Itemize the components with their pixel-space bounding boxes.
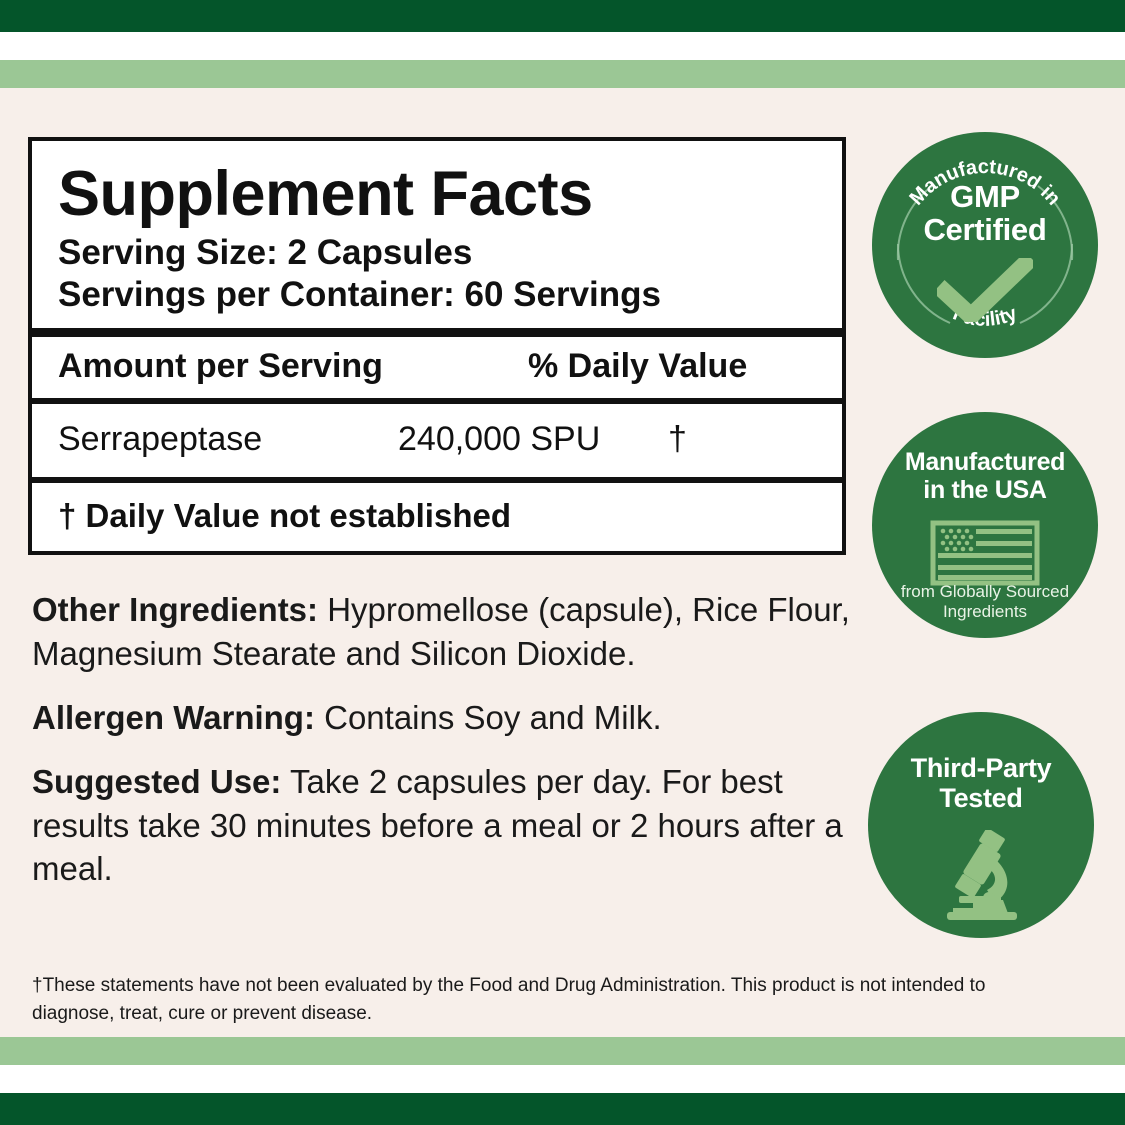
allergen-warning-label: Allergen Warning:	[32, 698, 315, 736]
gmp-center-text: GMP Certified	[872, 180, 1098, 247]
supplement-facts-title: Supplement Facts	[58, 159, 593, 229]
ingredient-daily-value: †	[668, 420, 687, 458]
usa-subtitle-text: from Globally Sourced Ingredients	[872, 582, 1098, 623]
other-ingredients-text: Hypromellose (capsule), Rice Flour, Magn…	[32, 591, 850, 672]
usa-line-2: in the USA	[923, 476, 1047, 504]
badge-manufactured-usa: Manufactured in the USA	[872, 412, 1098, 638]
suggested-use-label: Suggested Use:	[32, 762, 282, 800]
third-party-line-1: Third-Party	[910, 753, 1052, 783]
usa-flag-icon	[872, 520, 1098, 591]
usa-sub-line-2: Ingredients	[942, 602, 1028, 622]
serving-size-text: Serving Size: 2 Capsules	[58, 233, 473, 272]
bottom-light-green-band	[0, 1037, 1125, 1065]
suggested-use-paragraph: Suggested Use: Take 2 capsules per day. …	[32, 760, 852, 892]
ingredient-amount: 240,000 SPU	[398, 420, 601, 458]
supplement-facts-panel: Supplement Facts Serving Size: 2 Capsule…	[28, 137, 846, 555]
divider-medium-1	[32, 398, 842, 404]
top-dark-green-band	[0, 0, 1125, 32]
usa-sub-line-1: from Globally Sourced	[900, 582, 1070, 601]
allergen-warning-text: Contains Soy and Milk.	[314, 698, 662, 736]
allergen-warning-paragraph: Allergen Warning: Contains Soy and Milk.	[32, 696, 852, 740]
daily-value-footnote: † Daily Value not established	[32, 483, 842, 551]
other-ingredients-label: Other Ingredients:	[32, 591, 319, 628]
bottom-dark-green-band	[0, 1093, 1125, 1125]
fda-disclaimer-text: †These statements have not been evaluate…	[32, 975, 986, 1024]
divider-thick	[32, 328, 842, 337]
ingredient-name: Serrapeptase	[58, 420, 263, 458]
top-white-band	[0, 32, 1125, 60]
microscope-icon	[868, 828, 1094, 927]
daily-value-footnote-text: † Daily Value not established	[58, 497, 511, 534]
suggested-use-text: Take 2 capsules per day. For best result…	[32, 762, 843, 888]
column-header-daily-value: % Daily Value	[528, 347, 748, 385]
table-row: Serrapeptase 240,000 SPU †	[32, 404, 842, 477]
top-light-green-band	[0, 60, 1125, 88]
servings-per-container-text: Servings per Container: 60 Servings	[58, 275, 661, 314]
label-body-copy: Other Ingredients: Hypromellose (capsule…	[32, 588, 852, 911]
gmp-line-1: GMP	[950, 179, 1020, 214]
badge-gmp-certified: Manufactured in Facility GMP Certified	[872, 132, 1098, 358]
label-content-area: Supplement Facts Serving Size: 2 Capsule…	[0, 88, 1125, 1037]
divider-medium-2	[32, 477, 842, 483]
badge-third-party-tested: Third-Party Tested	[868, 712, 1094, 938]
bottom-white-band	[0, 1065, 1125, 1093]
third-party-title-text: Third-Party Tested	[868, 753, 1094, 813]
other-ingredients-paragraph: Other Ingredients: Hypromellose (capsule…	[32, 588, 852, 676]
usa-line-1: Manufactured	[904, 448, 1066, 476]
checkmark-icon	[872, 251, 1098, 328]
third-party-line-2: Tested	[939, 782, 1023, 813]
column-header-amount: Amount per Serving	[58, 347, 383, 385]
usa-title-text: Manufactured in the USA	[872, 448, 1098, 504]
facts-table-header-row: Amount per Serving % Daily Value	[32, 337, 842, 398]
gmp-line-2: Certified	[923, 212, 1047, 248]
